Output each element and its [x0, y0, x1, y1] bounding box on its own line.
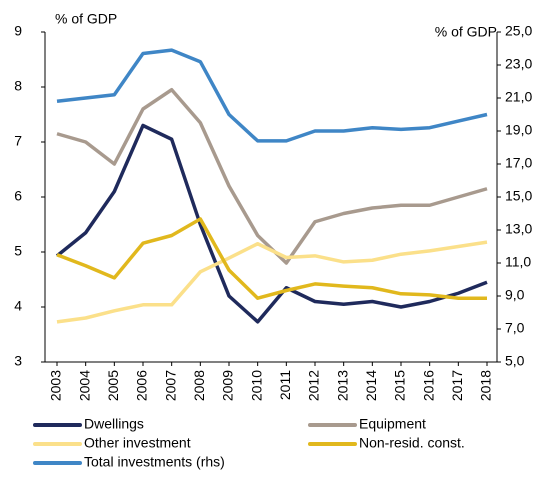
x-tick-label: 2012: [306, 370, 322, 401]
x-tick-label: 2015: [392, 370, 408, 401]
x-tick-label: 2017: [449, 370, 465, 401]
x-tick-label: 2003: [48, 370, 64, 401]
x-tick-label: 2016: [420, 370, 436, 401]
y-tick-label: 6: [14, 188, 22, 204]
x-tick-label: 2005: [105, 370, 121, 401]
legend-label: Dwellings: [84, 416, 144, 432]
y-axis-title: % of GDP: [55, 11, 117, 27]
series-line: [56, 240, 488, 324]
y2-tick-label: 15,0: [505, 188, 532, 204]
x-tick-label: 2013: [334, 370, 350, 401]
x-tick-label: 2007: [162, 370, 178, 401]
y2-tick-label: 11,0: [505, 254, 531, 270]
y2-axis-title: % of GDP: [435, 24, 497, 40]
y2-tick-label: 21,0: [505, 89, 532, 105]
x-tick-label: 2011: [277, 370, 293, 400]
x-tick-label: 2014: [363, 370, 379, 401]
x-tick-label: 2009: [220, 370, 236, 401]
legend-label: Equipment: [359, 416, 426, 432]
x-tick-label: 2006: [134, 370, 150, 401]
y2-tick-label: 13,0: [505, 221, 532, 237]
series-line: [55, 123, 488, 324]
y2-tick-label: 9,0: [505, 287, 525, 303]
y2-tick-label: 25,0: [505, 23, 532, 39]
y2-tick-label: 7,0: [505, 320, 525, 336]
y-tick-label: 9: [14, 23, 22, 39]
legend-label: Other investment: [84, 435, 191, 451]
y-tick-label: 3: [14, 353, 22, 369]
x-tick-label: 2018: [478, 370, 494, 401]
y2-tick-label: 5,0: [505, 353, 525, 369]
x-tick-label: 2004: [76, 370, 92, 401]
y-tick-label: 5: [14, 243, 22, 259]
legend-label: Non-resid. const.: [359, 435, 465, 451]
series-line: [56, 48, 488, 143]
y2-tick-label: 19,0: [505, 122, 532, 138]
y-tick-label: 7: [14, 133, 22, 149]
y2-tick-label: 23,0: [505, 56, 532, 72]
legend-label: Total investments (rhs): [84, 454, 225, 470]
x-tick-label: 2008: [191, 370, 207, 401]
y-tick-label: 8: [14, 78, 22, 94]
x-tick-label: 2010: [248, 370, 264, 401]
y-tick-label: 4: [14, 298, 22, 314]
y2-tick-label: 17,0: [505, 155, 532, 171]
series-line: [56, 217, 487, 300]
